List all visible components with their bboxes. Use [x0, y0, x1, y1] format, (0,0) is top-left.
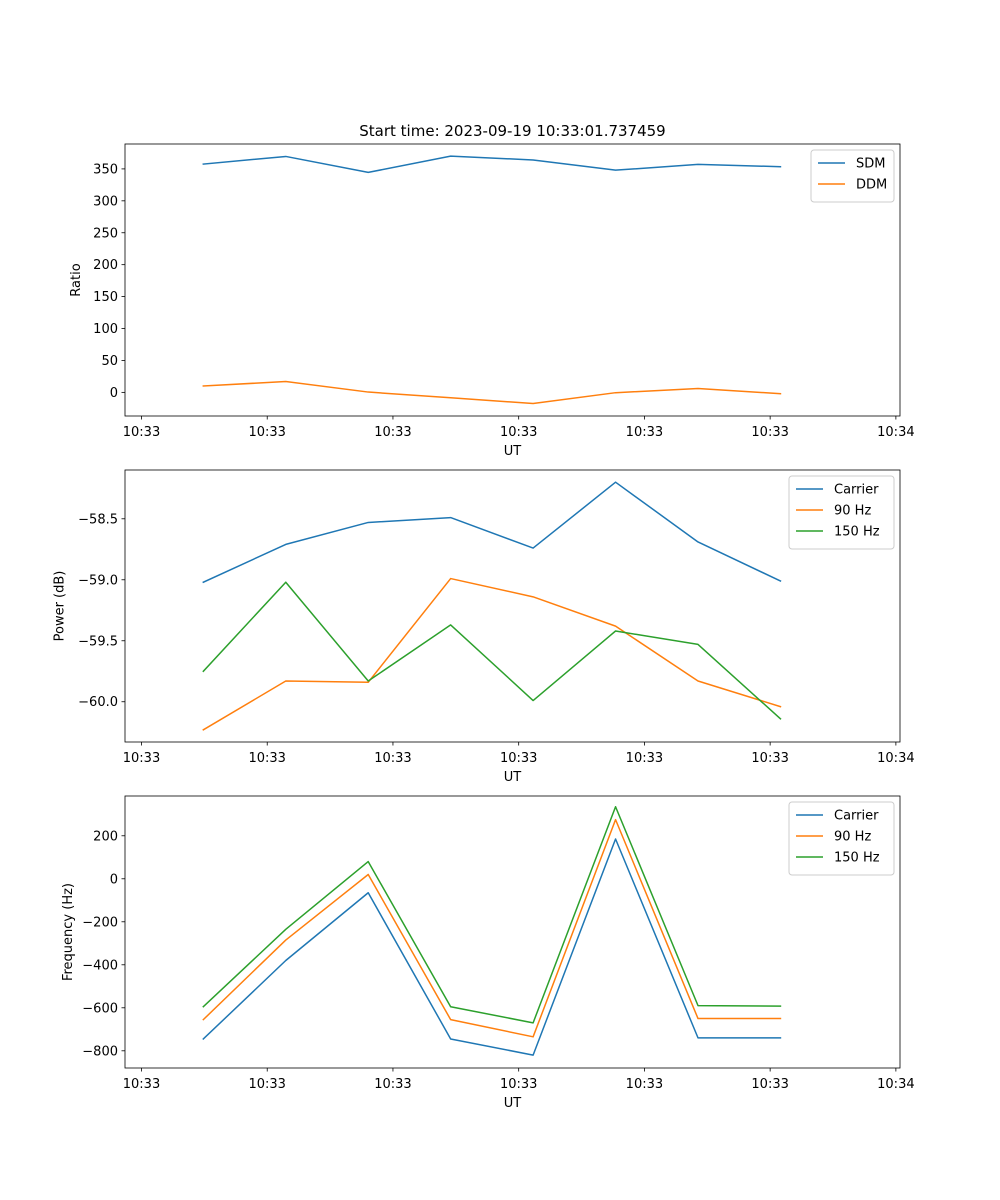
x-tick-label: 10:33 — [123, 751, 160, 766]
y-tick-label: 200 — [93, 829, 118, 844]
x-tick-label: 10:33 — [500, 425, 537, 440]
y-tick-label: 200 — [93, 258, 118, 273]
legend: Carrier 90 Hz 150 Hz — [788, 801, 895, 876]
x-tick-label: 10:33 — [374, 1077, 411, 1092]
x-tick-label: 10:33 — [500, 751, 537, 766]
x-tick-label: 10:33 — [500, 1077, 537, 1092]
legend-entry-label: DDM — [856, 178, 887, 193]
x-tick-label: 10:33 — [248, 1077, 285, 1092]
y-tick-label: −58.5 — [78, 512, 118, 527]
x-tick-label: 10:33 — [751, 1077, 788, 1092]
x-tick-label: 10:34 — [877, 425, 914, 440]
axes-frame — [124, 143, 901, 417]
y-tick-label: 0 — [110, 386, 118, 401]
series-line-90-hz — [202, 577, 782, 731]
x-tick-label: 10:33 — [374, 425, 411, 440]
y-tick-label: −600 — [82, 1001, 118, 1016]
legend-entry-label: 90 Hz — [834, 830, 871, 845]
y-tick-label: 150 — [93, 290, 118, 305]
series-line-ddm — [202, 380, 782, 405]
legend: SDM DDM — [810, 149, 895, 203]
y-tick-label: 300 — [93, 194, 118, 209]
x-tick-label: 10:33 — [374, 751, 411, 766]
x-tick-label: 10:33 — [626, 1077, 663, 1092]
axes-frame — [124, 795, 901, 1069]
x-axis-label: UT — [504, 444, 522, 459]
y-tick-label: −59.5 — [78, 634, 118, 649]
series-line-150-hz — [202, 581, 782, 720]
x-tick-label: 10:33 — [751, 751, 788, 766]
legend-entry-label: 150 Hz — [834, 525, 880, 540]
chart-panel-1: 10:33 10:33 10:33 10:33 10:33 10:33 10:34 UT 0 50… — [69, 143, 915, 459]
legend-entry-label: SDM — [856, 157, 885, 172]
x-axis-label: UT — [504, 1096, 522, 1111]
y-tick-label: −200 — [82, 915, 118, 930]
series-line-90-hz — [202, 818, 782, 1038]
y-tick-label: −59.0 — [78, 573, 118, 588]
y-tick-label: 50 — [101, 354, 118, 369]
series-line-150-hz — [202, 806, 782, 1024]
x-tick-label: 10:33 — [626, 425, 663, 440]
x-tick-label: 10:33 — [626, 751, 663, 766]
legend: Carrier 90 Hz 150 Hz — [788, 475, 895, 550]
x-tick-label: 10:33 — [123, 425, 160, 440]
y-axis-label: Frequency (Hz) — [61, 883, 76, 981]
x-tick-label: 10:33 — [248, 751, 285, 766]
y-tick-label: 250 — [93, 226, 118, 241]
series-line-sdm — [202, 155, 782, 174]
series-line-carrier — [202, 838, 782, 1056]
x-tick-label: 10:33 — [123, 1077, 160, 1092]
x-tick-label: 10:33 — [248, 425, 285, 440]
y-tick-label: −800 — [82, 1044, 118, 1059]
charts-container: 10:33 10:33 10:33 10:33 10:33 10:33 10:34 UT 0 50… — [53, 143, 915, 1111]
legend-entry-label: 150 Hz — [834, 851, 880, 866]
figure-title: Start time: 2023-09-19 10:33:01.737459 — [359, 122, 665, 140]
legend-entry-label: Carrier — [834, 809, 879, 824]
y-tick-label: 350 — [93, 162, 118, 177]
axes-frame — [124, 469, 901, 743]
y-axis-label: Ratio — [69, 263, 84, 296]
x-tick-label: 10:34 — [877, 751, 914, 766]
y-tick-label: −400 — [82, 958, 118, 973]
y-tick-label: 100 — [93, 322, 118, 337]
y-tick-label: −60.0 — [78, 695, 118, 710]
x-axis-label: UT — [504, 770, 522, 785]
y-tick-label: 0 — [110, 872, 118, 887]
chart-panel-3: 10:33 10:33 10:33 10:33 10:33 10:33 10:34 UT −80… — [61, 795, 915, 1111]
legend-entry-label: Carrier — [834, 483, 879, 498]
chart-panel-2: 10:33 10:33 10:33 10:33 10:33 10:33 10:34 UT −60… — [53, 469, 915, 785]
legend-entry-label: 90 Hz — [834, 504, 871, 519]
x-tick-label: 10:34 — [877, 1077, 914, 1092]
series-line-carrier — [202, 481, 782, 584]
y-axis-label: Power (dB) — [53, 571, 68, 642]
x-tick-label: 10:33 — [751, 425, 788, 440]
